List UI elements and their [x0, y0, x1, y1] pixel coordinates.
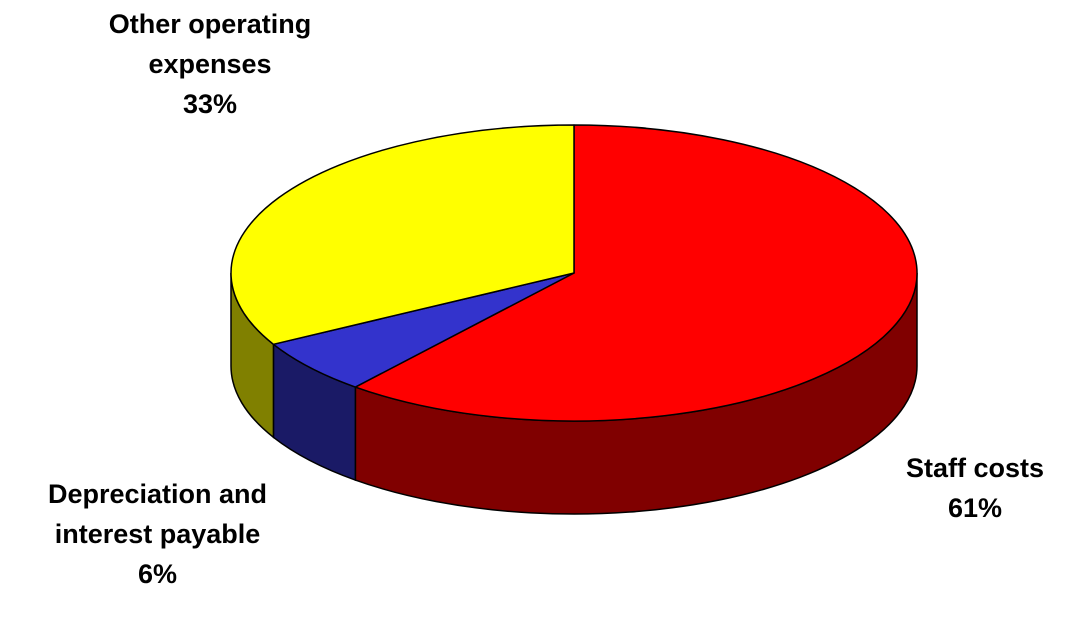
slice-percent-label: 6% [137, 559, 178, 589]
slice-label-staff-costs: Staff costs 61% [875, 448, 1075, 528]
slice-label-line: Staff costs [905, 453, 1045, 483]
slice-label-line: Depreciation and [47, 479, 268, 509]
slice-percent-label: 33% [182, 89, 238, 119]
pie-slice-other-operating-expenses [230, 124, 575, 346]
pie-slice-depreciation-and-interest-payable [272, 272, 575, 388]
slice-label-depreciation-and-interest-payable: Depreciation and interest payable 6% [0, 474, 315, 594]
slice-label-other-operating-expenses: Other operating expenses 33% [60, 4, 360, 124]
slice-label-line: interest payable [54, 519, 261, 549]
pie-slice-staff-costs [354, 124, 918, 422]
slice-label-line: expenses [148, 49, 272, 79]
slice-percent-label: 61% [947, 493, 1003, 523]
slice-label-line: Other operating [108, 9, 312, 39]
